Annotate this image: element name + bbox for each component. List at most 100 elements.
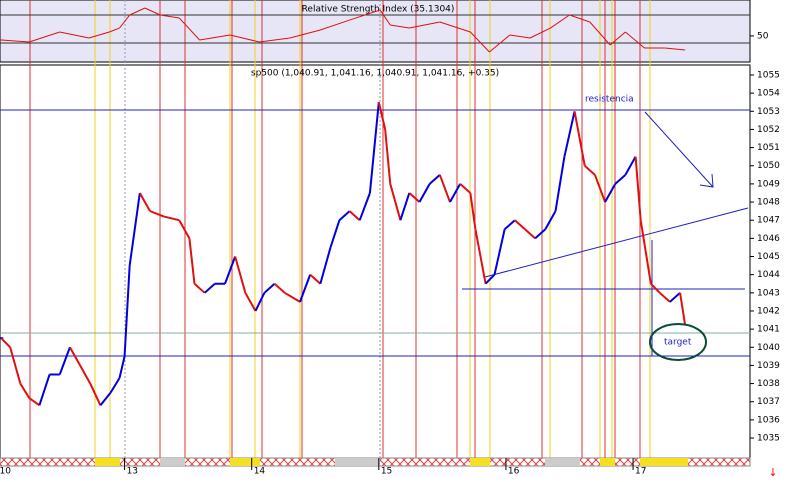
price-line	[138, 192, 151, 212]
y-tick-label: 1045	[757, 252, 780, 262]
price-line	[524, 228, 536, 240]
price-line	[348, 210, 361, 221]
price-line	[128, 192, 141, 266]
price-line	[664, 47, 686, 51]
x-tick-label: 10	[0, 467, 11, 477]
price-line	[377, 101, 387, 130]
price-line	[439, 21, 471, 33]
session-block	[230, 458, 260, 466]
price-line	[234, 256, 247, 294]
price-line	[358, 192, 371, 221]
price-line	[129, 7, 146, 16]
price-line	[569, 14, 590, 23]
price-line	[534, 228, 547, 240]
price-line	[0, 337, 11, 348]
price-line	[118, 356, 126, 379]
session-block	[600, 458, 615, 466]
price-line	[199, 34, 231, 41]
price-line	[484, 273, 496, 285]
price-line	[639, 220, 652, 284]
price-line	[589, 21, 611, 46]
price-line	[399, 192, 411, 221]
price-line	[299, 274, 312, 303]
price-line	[203, 282, 216, 294]
price-line	[123, 265, 131, 357]
price-line	[88, 31, 110, 39]
x-tick-label: 16	[508, 467, 520, 477]
price-line	[160, 14, 180, 19]
price-line	[349, 9, 381, 21]
session-block	[545, 458, 580, 466]
price-line	[9, 347, 22, 384]
session-block	[470, 458, 490, 466]
x-tick-label: 14	[254, 467, 266, 477]
target-circle	[649, 323, 707, 361]
scroll-arrow[interactable]: ↓	[768, 466, 777, 479]
price-line	[119, 14, 131, 29]
y-tick-label: 1055	[757, 70, 780, 80]
price-line	[584, 164, 596, 176]
price-line	[409, 21, 440, 29]
price-line	[89, 383, 102, 406]
price-line	[178, 219, 191, 239]
price-line	[650, 283, 661, 294]
price-line	[514, 219, 526, 231]
price-line	[529, 27, 551, 39]
session-block	[640, 458, 688, 466]
price-title: sp500 (1,040.91, 1,041.16, 1,040.91, 1,0…	[251, 69, 499, 79]
price-line	[309, 273, 322, 285]
price-line	[29, 31, 60, 43]
y-tick-label: 1051	[757, 143, 780, 153]
price-line	[319, 247, 332, 285]
price-line	[384, 129, 392, 184]
x-tick-label: 15	[381, 467, 392, 477]
y-tick-label: 1050	[757, 161, 780, 171]
y-tick-label: 1043	[757, 288, 780, 298]
price-line	[604, 183, 617, 203]
trend-line	[484, 207, 749, 278]
price-line	[614, 174, 627, 185]
y-tick-label: 1041	[757, 325, 780, 335]
price-line	[368, 102, 380, 194]
session-block	[160, 458, 185, 466]
y-tick-label: 1040	[757, 343, 780, 353]
price-line	[544, 210, 557, 230]
price-line	[459, 183, 472, 194]
y-tick-label: 1036	[757, 415, 780, 425]
annotation: target	[664, 338, 692, 348]
price-line	[109, 377, 121, 394]
price-line	[149, 210, 165, 218]
y-tick-label: 50	[757, 31, 769, 41]
price-line	[19, 383, 31, 399]
price-line	[428, 174, 441, 185]
y-tick-label: 1042	[757, 306, 780, 316]
price-line	[259, 37, 290, 43]
price-line	[109, 27, 120, 33]
price-line	[273, 282, 286, 294]
plot	[0, 7, 687, 407]
price-line	[224, 256, 237, 285]
y-tick-label: 1047	[757, 216, 780, 226]
price-line	[573, 111, 586, 166]
price-line	[193, 282, 206, 294]
price-line	[320, 19, 350, 31]
price-line	[625, 31, 645, 49]
session-lines	[29, 0, 651, 458]
session-block	[335, 458, 380, 466]
price-line	[144, 7, 161, 16]
y-tick-label: 1035	[757, 434, 780, 444]
y-tick-label: 1052	[757, 125, 780, 135]
price-panel	[0, 64, 751, 459]
price-line	[669, 292, 681, 303]
price-line	[284, 291, 301, 303]
price-line	[229, 34, 260, 43]
price-line	[474, 229, 487, 284]
session-blocks	[95, 458, 688, 466]
price-line	[408, 192, 421, 203]
price-line	[493, 229, 506, 275]
y-tick-label: 1053	[757, 107, 780, 117]
price-line	[509, 34, 531, 39]
price-line	[1, 39, 30, 43]
price-line	[244, 292, 257, 312]
